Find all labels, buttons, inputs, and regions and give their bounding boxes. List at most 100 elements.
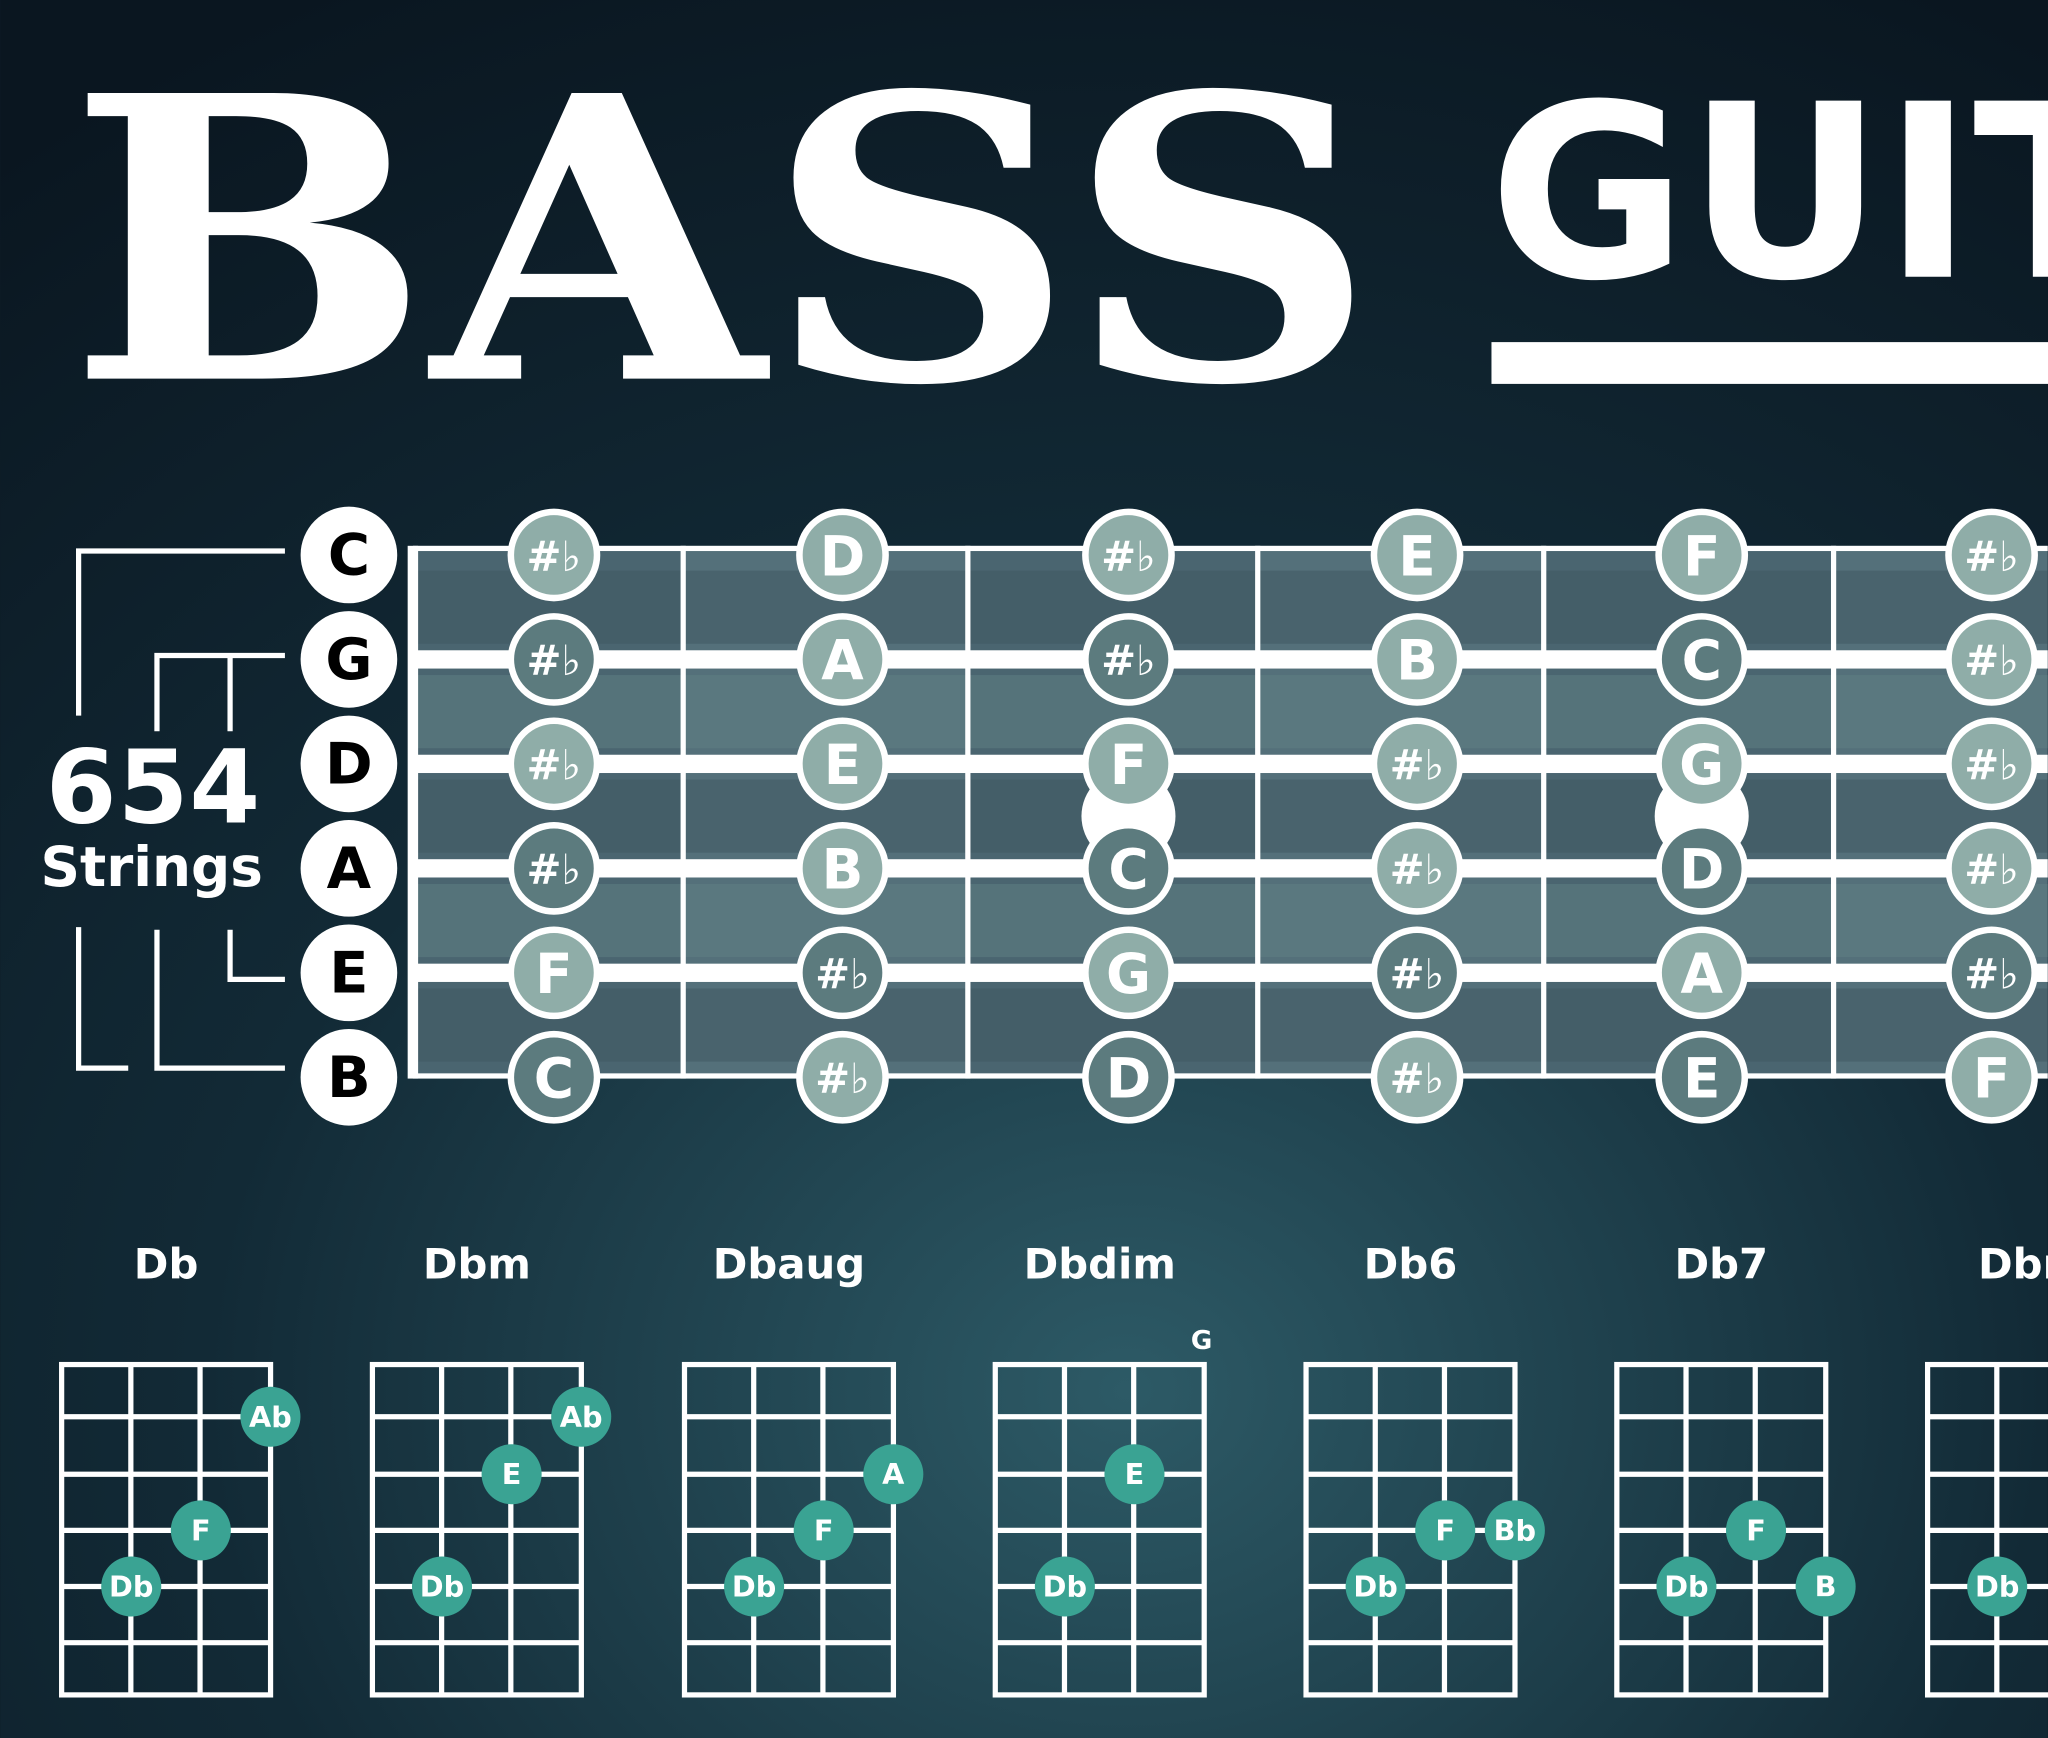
- fret-note-label: #♭: [1390, 741, 1445, 790]
- string-gap: [412, 988, 2048, 1062]
- fret-note-label: F: [1110, 733, 1147, 797]
- chord-name: Dbdim: [1024, 1240, 1176, 1289]
- chord-name: Db6: [1364, 1240, 1458, 1289]
- string-line: [412, 650, 2048, 669]
- fret-note-label: E: [824, 733, 861, 797]
- fret-note-label: G: [1679, 733, 1724, 797]
- fret-note-dot: [1082, 613, 1175, 706]
- string-line: [412, 963, 2048, 982]
- open-string-circle: [300, 924, 398, 1022]
- chord-name: Db7: [1674, 1240, 1768, 1289]
- fret-note-label: B: [1396, 629, 1438, 693]
- chord-note-dot: [101, 1556, 162, 1617]
- chord-note-label: Db: [109, 1570, 153, 1604]
- fret-note-label: E: [1683, 1047, 1720, 1111]
- fret-note-label: #♭: [1390, 950, 1445, 999]
- fret-wire: [1255, 545, 1261, 1079]
- chord-note-label: Ab: [249, 1400, 292, 1434]
- fret-note-dot: [1370, 821, 1464, 915]
- fret-note-label: #♭: [1964, 636, 2019, 685]
- fret-note-label: C: [534, 1047, 574, 1111]
- chord-note-label: F: [1746, 1513, 1766, 1547]
- fret-note-dot: [507, 508, 601, 602]
- fret-note-dot: [796, 717, 889, 811]
- fret-note-dot: [1082, 926, 1175, 1020]
- fret-note-label: F: [535, 942, 572, 1006]
- chord-note-label: F: [191, 1513, 211, 1547]
- fret-note-dot: [1655, 613, 1749, 706]
- fret-note-dot: [507, 717, 601, 811]
- fret-note-dot: [1945, 1030, 2038, 1124]
- fret-note-dot: [507, 821, 601, 915]
- fret-note-label: #♭: [1390, 1054, 1445, 1103]
- string-gap: [412, 884, 2048, 958]
- fret-note-label: D: [1679, 838, 1725, 902]
- chord-note-dot: [863, 1444, 924, 1505]
- fret-note-dot: [1945, 926, 2038, 1020]
- fret-note-dot: [1082, 1030, 1175, 1124]
- fret-note-dot: [1655, 717, 1749, 811]
- fret-note-label: #♭: [1964, 845, 2019, 894]
- chord-name: Db: [134, 1240, 199, 1289]
- fret-note-dot: [1655, 508, 1749, 602]
- chord-diagram: [369, 1361, 584, 1698]
- fret-wire: [965, 545, 971, 1079]
- chord-note-dot: [1656, 1556, 1717, 1617]
- fret-note-label: #♭: [1101, 532, 1156, 581]
- fret-note-label: D: [1106, 1047, 1152, 1111]
- string-count-digit: 4: [189, 728, 260, 847]
- chord-name: Dbm: [1978, 1240, 2048, 1289]
- string-count-digit: 6: [46, 728, 117, 847]
- open-string-circle: [300, 611, 398, 708]
- fret-note-label: A: [1680, 942, 1723, 1006]
- chord-diagram: [992, 1361, 1207, 1698]
- open-string-label: C: [328, 521, 370, 588]
- open-string-label: D: [325, 730, 373, 797]
- open-string-label: E: [329, 939, 368, 1006]
- strings-label: Strings: [41, 835, 263, 899]
- title: BASS: [68, 12, 1378, 472]
- chord-note-label: Ab: [560, 1400, 603, 1434]
- chord-diagram: [1614, 1361, 1829, 1698]
- fret-note-dot: [1082, 821, 1175, 915]
- fret-note-label: B: [822, 838, 864, 902]
- chord-note-dot: [1484, 1500, 1545, 1561]
- fret-note-dot: [1082, 717, 1175, 811]
- fret-wire: [407, 545, 419, 1079]
- string-gap: [412, 570, 2048, 644]
- fret-note-dot: [1655, 821, 1749, 915]
- chord-note-dot: [170, 1500, 231, 1561]
- string-brackets: [75, 548, 285, 1071]
- chord-note-label: E: [1125, 1457, 1145, 1491]
- fret-note-label: #♭: [527, 532, 582, 581]
- fret-wire: [1541, 545, 1547, 1079]
- chord-note-label: Db: [420, 1570, 464, 1604]
- chord-note-dot: [793, 1500, 854, 1561]
- chord-note-dot: [1104, 1444, 1165, 1505]
- string-line: [412, 859, 2048, 878]
- open-string-circle: [300, 506, 398, 604]
- chord-note-dot: [240, 1386, 301, 1447]
- string-count-digit: 5: [118, 728, 189, 847]
- fret-note-dot: [1370, 1030, 1464, 1124]
- chord-note-dot: [551, 1386, 612, 1447]
- fret-note-dot: [1945, 613, 2038, 706]
- subtitle: GUIT: [1489, 53, 2048, 334]
- chord-note-dot: [724, 1556, 785, 1617]
- fret-note-dot: [1370, 613, 1464, 706]
- chord-diagram: [59, 1361, 274, 1698]
- chord-name: Dbaug: [713, 1240, 865, 1289]
- fret-note-dot: [1082, 508, 1175, 602]
- fret-note-dot: [1655, 1030, 1749, 1124]
- fret-note-label: #♭: [815, 950, 870, 999]
- chord-note-dot: [411, 1556, 473, 1617]
- fret-note-label: C: [1682, 629, 1722, 693]
- string-line: [412, 545, 2048, 552]
- fret-note-label: #♭: [815, 1054, 870, 1103]
- fret-wire: [680, 545, 686, 1079]
- chord-name: Dbm: [423, 1240, 531, 1289]
- fret-note-dot: [1945, 508, 2038, 602]
- chord-note-label: Db: [1353, 1570, 1397, 1604]
- chord-note-dot: [1725, 1500, 1787, 1561]
